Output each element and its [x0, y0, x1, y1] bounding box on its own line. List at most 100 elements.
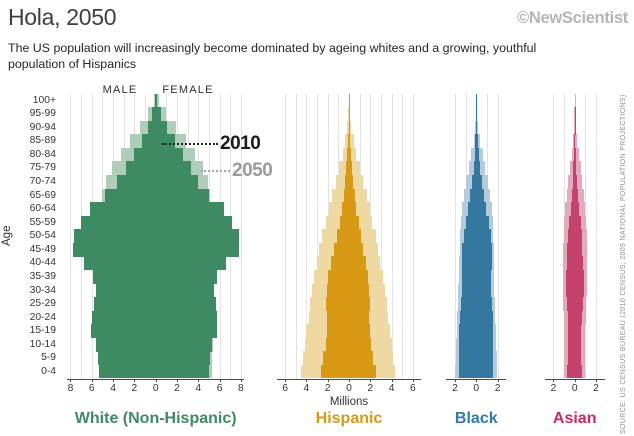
- age-label: 40-44: [29, 257, 56, 269]
- axis-tick-label: 4: [388, 382, 395, 394]
- pyramid-bar-2010: [346, 161, 353, 176]
- pyramid-bar-2010: [567, 351, 582, 366]
- axis-tick-label: 4: [195, 382, 202, 394]
- pyramid-bar-2010: [459, 337, 493, 352]
- pyramid-bar-2010: [461, 297, 493, 312]
- pyramid-panel: 2 0 2 Black: [446, 93, 507, 427]
- pyramid-bar-2010: [330, 256, 367, 271]
- pyramid-bar-2010: [104, 188, 209, 203]
- age-label: 70-74: [29, 175, 56, 187]
- axis-tick: [370, 378, 372, 382]
- axis-tick: [176, 378, 178, 382]
- pyramid-bar-2010: [567, 242, 583, 257]
- pyramid-bar-2010: [567, 310, 583, 325]
- axis-tick-label: 0: [152, 382, 159, 394]
- source-credit: SOURCE: US CENSUS BUREAU (2010 CENSUS; 2…: [620, 94, 627, 434]
- pyramid-bar-2010: [462, 242, 492, 257]
- age-label: 100+: [32, 94, 56, 106]
- pyramid-bar-2010: [327, 269, 369, 284]
- pyramid-panel: 2 0 2 Asian: [544, 93, 605, 427]
- pyramid-bar-2010: [475, 120, 478, 135]
- legend-2010-label: 2010: [220, 133, 261, 154]
- leader-line-2010: [162, 143, 218, 145]
- pyramid-bar-2010: [90, 324, 218, 339]
- pyramid-bar-2010: [141, 134, 175, 149]
- gridline: [497, 93, 499, 379]
- age-label: 25-29: [29, 298, 56, 310]
- age-label: 85-89: [29, 135, 56, 147]
- pyramid-bar-2010: [474, 147, 479, 162]
- axis-tick-label: 0: [346, 382, 352, 394]
- pyramid-bar-2010: [326, 310, 370, 325]
- pyramid-panel: 8 6 4 2 0 2 4 6 8 White (Non-Hispanic): [67, 93, 245, 427]
- axis-tick: [91, 378, 93, 382]
- gridline: [412, 93, 414, 379]
- age-axis-tick-labels: 100+ 95-99 90-94 85-89 80-84 75-79 70-74 65-69 6…: [0, 94, 56, 379]
- axis-tick-label: 2: [452, 382, 458, 394]
- pyramid-bar-2050: [348, 93, 350, 108]
- axis-tick: [70, 378, 72, 382]
- pyramid-bar-2010: [566, 283, 584, 298]
- axis-tick-label: 4: [110, 382, 116, 394]
- pyramid-bar-2010: [73, 229, 239, 244]
- axis-tick: [219, 378, 221, 382]
- axis-tick: [134, 378, 136, 382]
- pyramid-bar-2010: [326, 324, 371, 339]
- pyramid-panel: 6 4 2 0 2 4 6 Millions Hispanic: [276, 93, 422, 427]
- axis-tick: [454, 378, 456, 382]
- axis-tick-label: 4: [303, 382, 310, 394]
- axis-tick: [285, 378, 287, 382]
- pyramid-bar-2010: [572, 174, 578, 189]
- pyramid-bar-2010: [89, 202, 224, 217]
- pyramid-bar-2010: [567, 364, 582, 379]
- axis-tick: [113, 378, 115, 382]
- pyramid-bar-2010: [572, 188, 578, 203]
- age-label: 55-59: [29, 216, 56, 228]
- gridline: [240, 93, 242, 379]
- axis-tick: [391, 378, 393, 382]
- group-label: Black: [454, 409, 498, 427]
- axis-tick-label: 0: [473, 382, 480, 394]
- pyramid-bar-2010: [326, 283, 370, 298]
- pyramid-bar-2010: [460, 310, 493, 325]
- age-label: 95-99: [29, 108, 56, 120]
- pyramid-bar-2010: [566, 256, 584, 271]
- pyramid-bar-2010: [462, 283, 492, 298]
- pyramid-bar-2010: [472, 174, 482, 189]
- group-label: White (Non-Hispanic): [74, 409, 237, 427]
- pyramid-bar-2010: [568, 337, 582, 352]
- pyramid-bar-2050: [574, 120, 576, 135]
- axis-tick: [476, 378, 478, 382]
- gridline: [317, 93, 319, 379]
- pyramid-bar-2010: [459, 351, 493, 366]
- axis-tick: [553, 378, 555, 382]
- axis-tick-label: 8: [67, 382, 74, 394]
- pyramid-bar-2010: [72, 242, 239, 257]
- female-column-label: FEMALE: [162, 84, 214, 96]
- pyramid-bar-2010: [96, 283, 215, 298]
- pyramid-bar-2010: [574, 134, 576, 149]
- age-label: 30-34: [29, 284, 56, 296]
- pyramid-bar-2010: [125, 161, 191, 176]
- axis-tick-label: 2: [324, 382, 331, 394]
- pyramid-bar-2010: [344, 174, 354, 189]
- pyramid-bar-2010: [570, 202, 579, 217]
- gridline: [454, 93, 456, 379]
- axis-tick-label: 6: [88, 382, 95, 394]
- age-label: 65-69: [29, 189, 56, 201]
- pyramid-bar-2050: [574, 107, 576, 122]
- pyramid-bar-2010: [459, 324, 494, 339]
- pyramid-bar-2010: [117, 174, 199, 189]
- axis-tick-label: 6: [282, 382, 288, 394]
- pyramid-bar-2010: [323, 351, 374, 366]
- gridline: [70, 93, 72, 379]
- gridline: [306, 93, 308, 379]
- axis-tick: [198, 378, 200, 382]
- pyramid-bar-2010: [573, 161, 577, 176]
- age-label: 5-9: [41, 352, 56, 364]
- age-label: 10-14: [29, 338, 56, 350]
- axis-tick: [497, 378, 499, 382]
- pyramid-bar-2010: [462, 269, 492, 284]
- newscientist-logo: ©NewScientist: [517, 9, 628, 27]
